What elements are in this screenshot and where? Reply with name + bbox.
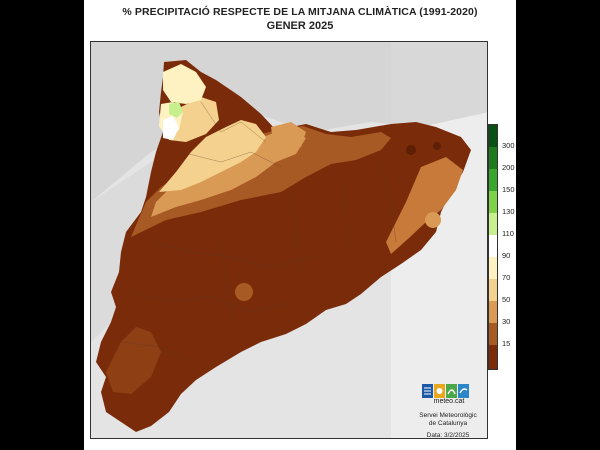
legend-tick-30: 30 bbox=[502, 317, 511, 326]
precip-zone-15-30-b bbox=[106, 327, 161, 394]
meteocat-logo-icon bbox=[422, 384, 469, 398]
legend-tick-200: 200 bbox=[502, 163, 515, 172]
precip-spot-2 bbox=[425, 212, 441, 228]
legend-tick-90: 90 bbox=[502, 251, 511, 260]
legend-swatch-9 bbox=[489, 301, 497, 323]
legend-tick-110: 110 bbox=[502, 229, 514, 238]
precip-spot-1 bbox=[235, 283, 253, 301]
legend-swatch-6 bbox=[489, 235, 497, 257]
catalonia-region bbox=[96, 60, 471, 432]
legend-swatch-11 bbox=[489, 345, 497, 369]
legend-tick-70: 70 bbox=[502, 273, 511, 282]
precip-zone-110-130 bbox=[169, 102, 183, 118]
credit-line-2: de Catalunya bbox=[428, 420, 468, 427]
map-frame: % PRECIPITACIÓ RESPECTE DE LA MITJANA CL… bbox=[84, 0, 516, 450]
map-title: % PRECIPITACIÓ RESPECTE DE LA MITJANA CL… bbox=[122, 6, 478, 18]
logo-text: meteo.cat bbox=[433, 398, 465, 405]
legend-swatch-10 bbox=[489, 323, 497, 345]
precip-zone-15-30-c bbox=[386, 157, 463, 254]
legend-swatch-1 bbox=[489, 125, 497, 147]
date-label: Data: 3/2/2025 bbox=[426, 432, 470, 439]
precip-spot-4 bbox=[433, 142, 441, 150]
legend-swatch-3 bbox=[489, 169, 497, 191]
map-subtitle: GENER 2025 bbox=[266, 20, 334, 32]
credit-line-1: Servei Meteorològic bbox=[419, 412, 477, 419]
legend-tick-300: 300 bbox=[502, 141, 515, 150]
legend-tick-50: 50 bbox=[502, 295, 511, 304]
legend-tick-150: 150 bbox=[502, 185, 515, 194]
legend-swatch-7 bbox=[489, 257, 497, 279]
map-svg bbox=[91, 42, 487, 438]
precip-zone-90-110 bbox=[163, 116, 179, 140]
legend-tick-15: 15 bbox=[502, 339, 511, 348]
precip-zone-70-90 bbox=[163, 64, 206, 104]
precip-spot-3 bbox=[406, 145, 416, 155]
legend-swatch-2 bbox=[489, 147, 497, 169]
legend-tick-130: 130 bbox=[502, 207, 515, 216]
precip-zone-30-50 bbox=[151, 132, 306, 217]
legend-swatch-5 bbox=[489, 213, 497, 235]
precip-zone-30-50-b bbox=[271, 122, 306, 152]
precip-zone-50-70 bbox=[159, 120, 266, 192]
legend-swatch-8 bbox=[489, 279, 497, 301]
comarca-boundaries bbox=[120, 101, 397, 363]
precip-zone-15-30 bbox=[131, 126, 391, 237]
precipitation-map bbox=[90, 41, 488, 439]
legend-colorbar bbox=[488, 124, 498, 370]
legend-swatch-4 bbox=[489, 191, 497, 213]
